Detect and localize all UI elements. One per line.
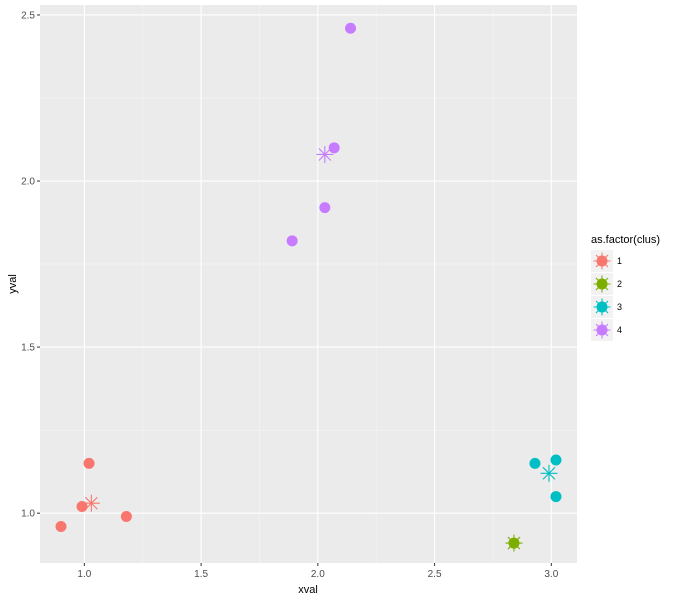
- data-point: [55, 520, 67, 532]
- cluster-center-marker: [505, 534, 523, 552]
- data-point: [550, 491, 562, 503]
- data-point: [76, 501, 88, 513]
- cluster-center-marker: [540, 464, 558, 482]
- legend-center-marker: [593, 252, 611, 270]
- y-tick-label: 2.0: [21, 177, 35, 188]
- legend-entry: 3: [591, 296, 622, 318]
- legend-center-marker: [593, 298, 611, 316]
- data-point: [120, 511, 132, 522]
- x-axis-title: xval: [298, 584, 318, 596]
- y-tick-label: 2.5: [21, 10, 35, 21]
- data-point: [83, 457, 95, 469]
- cluster-center-marker: [82, 494, 100, 512]
- legend-label: 2: [617, 279, 622, 289]
- legend-label: 4: [617, 325, 622, 335]
- x-axis-ticks: 1.0 1.5 2.0 2.5 3.0: [77, 563, 559, 580]
- legend-entry: 1: [591, 250, 622, 272]
- data-point: [328, 142, 340, 154]
- minor-gridlines: [40, 5, 577, 563]
- legend-center-marker: [593, 275, 611, 293]
- plot-panel: [40, 5, 577, 563]
- y-axis-ticks: 1.0 1.5 2.0 2.5: [21, 10, 40, 520]
- data-point: [550, 454, 562, 466]
- y-tick-label: 1.0: [21, 509, 35, 520]
- legend: as.factor(clus) 1 2 3 4: [591, 234, 660, 341]
- x-tick-label: 2.5: [428, 569, 442, 580]
- data-point: [345, 22, 357, 34]
- cluster-center-marker: [316, 145, 334, 163]
- legend-entry: 2: [591, 273, 622, 295]
- x-tick-label: 1.0: [77, 569, 91, 580]
- legend-title: as.factor(clus): [591, 234, 660, 246]
- x-tick-label: 1.5: [194, 569, 208, 580]
- data-point: [529, 457, 541, 469]
- legend-entries: 1 2 3 4: [591, 250, 622, 341]
- data-point: [319, 202, 331, 214]
- y-tick-label: 1.5: [21, 343, 35, 354]
- legend-center-marker: [593, 321, 611, 339]
- x-tick-label: 3.0: [544, 569, 558, 580]
- data-points: [55, 22, 562, 552]
- major-gridlines: [40, 5, 577, 563]
- data-point: [286, 235, 298, 247]
- x-tick-label: 2.0: [311, 569, 325, 580]
- legend-label: 1: [617, 256, 622, 266]
- legend-entry: 4: [591, 319, 622, 341]
- y-axis-title: yval: [7, 274, 19, 294]
- legend-label: 3: [617, 302, 622, 312]
